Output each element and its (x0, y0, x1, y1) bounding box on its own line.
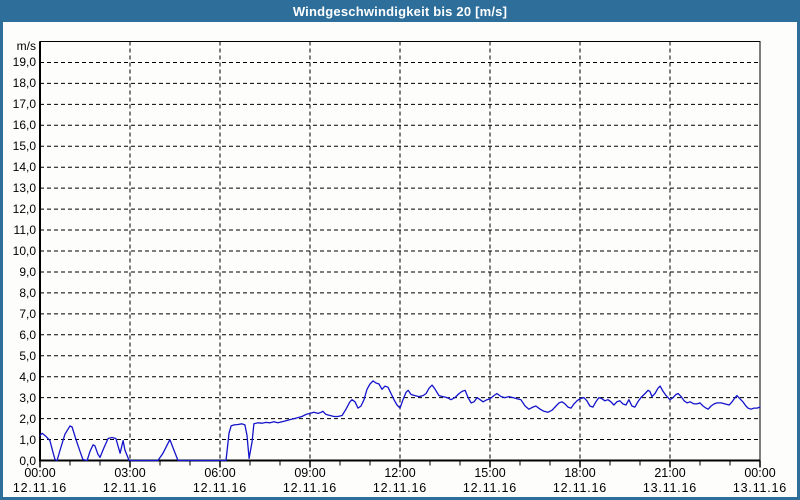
y-axis-tick-label: 6,0 (19, 327, 36, 342)
y-axis-tick-label: 4,0 (19, 369, 36, 384)
x-axis-time-label: 00:00 (24, 466, 56, 480)
x-axis-time-label: 03:00 (114, 466, 146, 480)
y-axis-tick-label: 2,0 (19, 411, 36, 426)
y-axis-tick-label: 15,0 (12, 139, 36, 154)
y-axis-tick-label: 3,0 (19, 390, 36, 405)
x-axis-date-label: 13.11.16 (642, 481, 698, 495)
y-axis-unit-label: m/s (16, 39, 36, 53)
x-axis-date-label: 12.11.16 (372, 481, 428, 495)
y-axis-tick-label: 0,0 (19, 453, 36, 468)
x-axis-date-label: 12.11.16 (552, 481, 608, 495)
x-axis-time-label: 12:00 (384, 466, 416, 480)
y-axis-tick-label: 11,0 (13, 223, 36, 238)
x-axis-date-label: 12.11.16 (102, 481, 158, 495)
x-axis-time-label: 06:00 (204, 466, 236, 480)
x-axis-time-label: 00:00 (744, 466, 776, 480)
window-titlebar: Windgeschwindigkeit bis 20 [m/s] (0, 0, 800, 22)
y-axis-tick-label: 9,0 (19, 264, 36, 279)
x-axis-time-label: 21:00 (654, 466, 686, 480)
x-axis-time-label: 09:00 (294, 466, 326, 480)
y-axis-tick-label: 18,0 (12, 76, 36, 91)
x-axis-date-label: 12.11.16 (192, 481, 248, 495)
y-axis-tick-label: 10,0 (12, 244, 36, 258)
x-axis-time-label: 15:00 (474, 466, 506, 480)
x-axis-date-label: 12.11.16 (462, 481, 518, 495)
x-axis-date-label: 12.11.16 (282, 481, 338, 495)
page-title: Windgeschwindigkeit bis 20 [m/s] (292, 3, 508, 19)
wind-speed-line (39, 380, 761, 462)
y-axis-tick-label: 1,0 (19, 432, 36, 447)
x-axis-date-label: 13.11.16 (732, 481, 788, 495)
y-axis-tick-label: 5,0 (19, 348, 36, 363)
y-axis-tick-label: 17,0 (12, 97, 36, 112)
y-axis-tick-label: 8,0 (19, 285, 36, 300)
y-axis-tick-label: 13,0 (12, 181, 36, 196)
x-axis-date-label: 12.11.16 (12, 481, 68, 495)
y-axis-tick-label: 14,0 (12, 160, 36, 175)
y-axis-tick-label: 7,0 (19, 306, 36, 321)
y-axis-tick-label: 12,0 (12, 202, 36, 217)
x-axis-time-label: 18:00 (564, 466, 596, 480)
y-axis-tick-label: 16,0 (12, 118, 36, 133)
y-axis-tick-label: 19,0 (12, 55, 36, 70)
